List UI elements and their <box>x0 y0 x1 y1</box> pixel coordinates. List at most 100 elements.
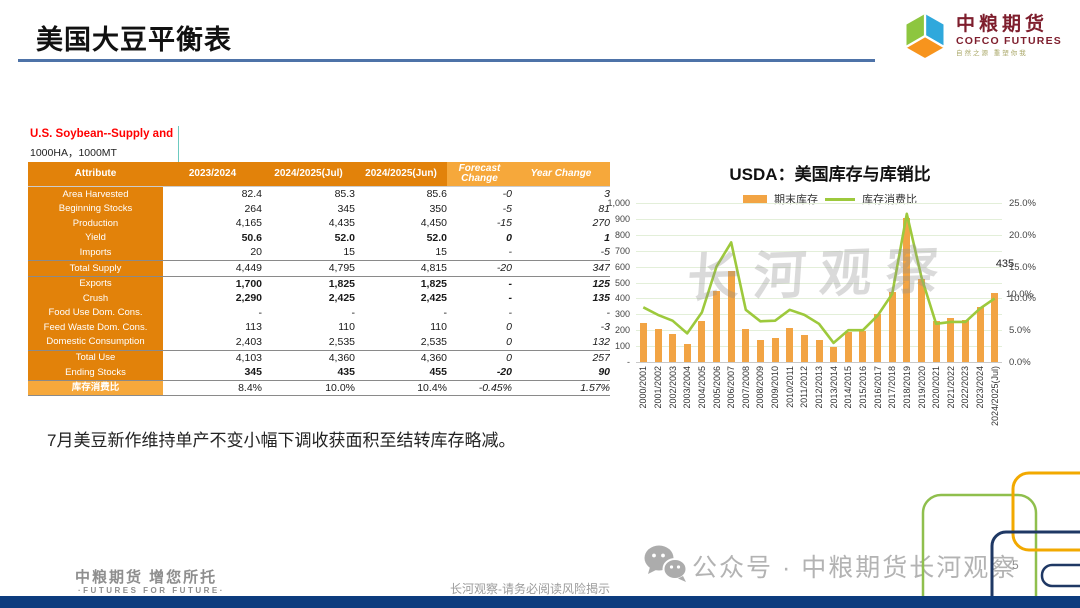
bar-ending-stocks <box>771 338 779 362</box>
table-cell: 90 <box>598 366 610 379</box>
col-header-attribute: Attribute <box>28 162 163 187</box>
table-row: Area Harvested 82.4 85.3 85.6 -0 3 <box>28 186 610 202</box>
table-row: Production 4,165 4,435 4,450 -15 270 <box>28 216 610 231</box>
table-row: 库存消费比 8.4% 10.0% 10.4% -0.45% 1.57% <box>28 379 610 397</box>
table-cell: - <box>443 306 448 319</box>
chart-gridline <box>636 266 1002 268</box>
table-cell: 4,795 <box>262 259 355 277</box>
x-axis-label: 2013/2014 <box>828 366 839 409</box>
row-label: Ending Stocks <box>28 365 163 381</box>
wechat-account-label: 公众号 · 中粮期货长河观察 <box>692 554 1018 582</box>
row-label: Total Use <box>28 349 163 366</box>
footer-disclaimer: 长河观察-请务必阅读风险揭示 <box>450 582 610 596</box>
x-axis-label: 2009/2010 <box>770 366 781 409</box>
table-row: Food Use Dom. Cons. - - - - - <box>28 305 610 321</box>
table-cell: -20 <box>496 366 512 379</box>
bar-ending-stocks <box>800 335 808 362</box>
y-axis-label-left: 900 <box>614 213 630 224</box>
table-cell: 10.4% <box>355 379 447 397</box>
balance-table: Attribute 2023/2024 2024/2025(Jul) 2024/… <box>28 162 610 397</box>
table-row: Total Use 4,103 4,360 4,360 0 257 <box>28 349 610 366</box>
footer-brand-en: ·FUTURES FOR FUTURE· <box>78 586 225 595</box>
table-cell: 2,290 <box>235 292 262 305</box>
bar-ending-stocks <box>947 318 955 362</box>
footer-brand-cn: 中粮期货 增您所托 <box>75 569 218 586</box>
bar-ending-stocks <box>786 327 794 362</box>
table-cell: 4,435 <box>328 217 355 230</box>
table-cell: 110 <box>430 321 447 334</box>
y-axis-label-right: 15.0% <box>1009 261 1036 273</box>
y-axis-label-left: 400 <box>614 293 630 304</box>
bar-ending-stocks <box>932 321 940 362</box>
cofco-logo: 中粮期货 COFCO FUTURES 自然之源 重塑你我 <box>902 13 1062 59</box>
chart-gridline <box>636 282 1002 284</box>
data-label-last-line: 10.0% <box>1006 289 1033 301</box>
bar-ending-stocks <box>961 320 969 362</box>
table-row: Crush 2,290 2,425 2,425 - 135 <box>28 291 610 306</box>
x-axis-label: 2012/2013 <box>814 366 824 409</box>
legend-label-stocks-use-ratio: 库存消费比 <box>862 194 917 206</box>
spreadsheet-gridline-artifact <box>178 126 179 162</box>
row-label: Imports <box>28 245 163 261</box>
table-cell: 257 <box>512 349 610 366</box>
table-cell: - <box>508 246 513 259</box>
col-header-2024-2025-jun: 2024/2025(Jun) <box>355 162 447 187</box>
bar-ending-stocks <box>830 347 838 362</box>
table-cell: 85.3 <box>334 188 355 201</box>
table-cell: 345 <box>337 202 355 215</box>
table-row: Imports 20 15 15 - -5 <box>28 245 610 261</box>
col-header-year-change: Year Change <box>512 162 610 187</box>
y-axis-label-right: 20.0% <box>1009 229 1036 241</box>
row-label: Domestic Consumption <box>28 334 163 351</box>
table-title: U.S. Soybean--Supply and <box>30 128 174 140</box>
row-label: Beginning Stocks <box>28 201 163 217</box>
table-cell: 4,165 <box>235 217 262 230</box>
table-cell: 1,700 <box>235 277 262 290</box>
table-cell: 10.0% <box>262 379 355 397</box>
table-cell: 0 <box>506 335 512 348</box>
y-axis-label-right: 5.0% <box>1009 325 1031 337</box>
table-cell: 132 <box>592 335 610 348</box>
table-cell: 81 <box>598 202 610 215</box>
row-label: Total Supply <box>28 259 163 277</box>
table-cell: 1.57% <box>512 379 610 397</box>
table-cell: 3 <box>604 188 610 201</box>
table-cell: 82.4 <box>241 188 262 201</box>
bar-ending-stocks <box>991 292 999 362</box>
x-axis-label: 2007/2008 <box>740 366 751 409</box>
table-row: Exports 1,700 1,825 1,825 - 125 <box>28 276 610 292</box>
table-cell: 135 <box>592 292 610 305</box>
x-axis-label: 2016/2017 <box>872 366 883 409</box>
y-axis-label-left: 200 <box>614 325 630 336</box>
x-axis-label: 2011/2012 <box>799 366 810 408</box>
row-label: Feed Waste Dom. Cons. <box>28 320 163 335</box>
table-cell: 345 <box>244 366 262 379</box>
table-cell: 2,403 <box>235 335 262 348</box>
x-axis-label: 2015/2016 <box>857 366 868 409</box>
table-row: Total Supply 4,449 4,795 4,815 -20 347 <box>28 259 610 277</box>
bar-ending-stocks <box>683 344 691 362</box>
bar-ending-stocks <box>874 314 882 362</box>
x-axis-label: 2018/2019 <box>901 366 912 409</box>
table-cell: 85.6 <box>426 188 447 201</box>
bar-ending-stocks <box>698 321 706 362</box>
x-axis-label: 2003/2004 <box>682 366 693 409</box>
x-axis-label: 2004/2005 <box>696 366 707 409</box>
x-axis-label: 2010/2011 <box>784 366 795 408</box>
bar-ending-stocks <box>727 270 735 362</box>
x-axis-label: 2024/2025(Jul) <box>989 366 1000 427</box>
table-cell: 4,103 <box>163 349 262 366</box>
bar-ending-stocks <box>756 340 764 362</box>
table-cell: 15 <box>435 246 447 259</box>
chart-gridline <box>636 298 1002 300</box>
bar-ending-stocks <box>844 331 852 362</box>
table-cell: 50.6 <box>241 231 262 244</box>
title-underline <box>18 59 875 62</box>
bar-ending-stocks <box>639 322 647 362</box>
table-cell: 347 <box>512 259 610 277</box>
bar-ending-stocks <box>713 290 720 362</box>
table-cell: 4,815 <box>355 259 447 277</box>
x-axis-label: 2022/2023 <box>960 366 971 409</box>
table-cell: 0 <box>506 321 512 334</box>
